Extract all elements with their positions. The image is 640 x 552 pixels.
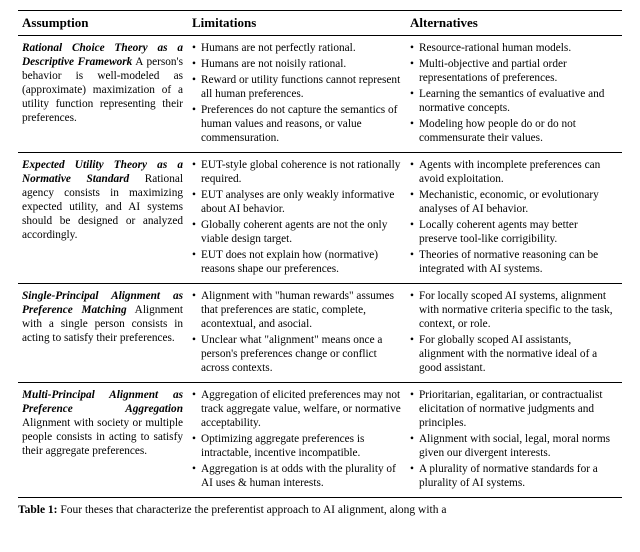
assumption-cell: Multi-Principal Alignment as Preference … — [18, 383, 188, 498]
list-item: Aggregation is at odds with the pluralit… — [201, 462, 401, 491]
list-item: Modeling how people do or do not commens… — [419, 117, 617, 146]
caption-text: Four theses that characterize the prefer… — [58, 504, 447, 516]
list-item: A plurality of normative standards for a… — [419, 462, 617, 491]
list-item: Globally coherent agents are not the onl… — [201, 218, 401, 247]
list-item: Learning the semantics of evaluative and… — [419, 87, 617, 116]
table-caption: Table 1: Four theses that characterize t… — [18, 504, 622, 516]
col-header-alternatives: Alternatives — [406, 11, 622, 36]
limitations-cell: Humans are not perfectly rational. Human… — [188, 36, 406, 153]
list-item: Alignment with "human rewards" assumes t… — [201, 289, 401, 332]
list-item: Locally coherent agents may better prese… — [419, 218, 617, 247]
list-item: Theories of normative reasoning can be i… — [419, 248, 617, 277]
list-item: EUT-style global coherence is not ration… — [201, 158, 401, 187]
list-item: Preferences do not capture the semantics… — [201, 103, 401, 146]
alternatives-list: Agents with incomplete preferences can a… — [410, 158, 617, 277]
alternatives-cell: Prioritarian, egalitarian, or contractua… — [406, 383, 622, 498]
list-item: Resource-rational human models. — [419, 41, 617, 56]
page: { "table": { "headers": ["Assumption", "… — [0, 0, 640, 552]
list-item: Aggregation of elicited preferences may … — [201, 388, 401, 431]
list-item: EUT does not explain how (normative) rea… — [201, 248, 401, 277]
assumption-title: Multi-Principal Alignment as Preference … — [22, 389, 183, 415]
list-item: For locally scoped AI systems, alignment… — [419, 289, 617, 332]
list-item: Alignment with social, legal, moral norm… — [419, 432, 617, 461]
alternatives-cell: For locally scoped AI systems, alignment… — [406, 284, 622, 383]
table-row: Multi-Principal Alignment as Preference … — [18, 383, 622, 498]
alternatives-cell: Resource-rational human models. Multi-ob… — [406, 36, 622, 153]
list-item: Optimizing aggregate preferences is intr… — [201, 432, 401, 461]
limitations-cell: EUT-style global coherence is not ration… — [188, 153, 406, 284]
assumption-cell: Single-Principal Alignment as Preference… — [18, 284, 188, 383]
limitations-list: Alignment with "human rewards" assumes t… — [192, 289, 401, 376]
list-item: For globally scoped AI assistants, align… — [419, 333, 617, 376]
limitations-list: EUT-style global coherence is not ration… — [192, 158, 401, 277]
table-row: Single-Principal Alignment as Preference… — [18, 284, 622, 383]
list-item: Reward or utility functions cannot repre… — [201, 73, 401, 102]
table-row: Rational Choice Theory as a Descriptive … — [18, 36, 622, 153]
list-item: Multi-objective and partial order repres… — [419, 57, 617, 86]
list-item: EUT analyses are only weakly informative… — [201, 188, 401, 217]
assumptions-table: Assumption Limitations Alternatives Rati… — [18, 10, 622, 498]
table-header-row: Assumption Limitations Alternatives — [18, 11, 622, 36]
table-row: Expected Utility Theory as a Normative S… — [18, 153, 622, 284]
limitations-list: Aggregation of elicited preferences may … — [192, 388, 401, 491]
list-item: Humans are not noisily rational. — [201, 57, 401, 72]
list-item: Unclear what "alignment" means once a pe… — [201, 333, 401, 376]
assumption-desc: Alignment with society or multiple peopl… — [22, 417, 183, 457]
list-item: Humans are not perfectly rational. — [201, 41, 401, 56]
alternatives-cell: Agents with incomplete preferences can a… — [406, 153, 622, 284]
col-header-limitations: Limitations — [188, 11, 406, 36]
assumption-cell: Rational Choice Theory as a Descriptive … — [18, 36, 188, 153]
list-item: Mechanistic, economic, or evolutionary a… — [419, 188, 617, 217]
alternatives-list: For locally scoped AI systems, alignment… — [410, 289, 617, 376]
limitations-cell: Alignment with "human rewards" assumes t… — [188, 284, 406, 383]
list-item: Prioritarian, egalitarian, or contractua… — [419, 388, 617, 431]
list-item: Agents with incomplete preferences can a… — [419, 158, 617, 187]
assumption-cell: Expected Utility Theory as a Normative S… — [18, 153, 188, 284]
alternatives-list: Prioritarian, egalitarian, or contractua… — [410, 388, 617, 491]
alternatives-list: Resource-rational human models. Multi-ob… — [410, 41, 617, 146]
caption-label: Table 1: — [18, 504, 58, 516]
col-header-assumption: Assumption — [18, 11, 188, 36]
limitations-cell: Aggregation of elicited preferences may … — [188, 383, 406, 498]
limitations-list: Humans are not perfectly rational. Human… — [192, 41, 401, 146]
